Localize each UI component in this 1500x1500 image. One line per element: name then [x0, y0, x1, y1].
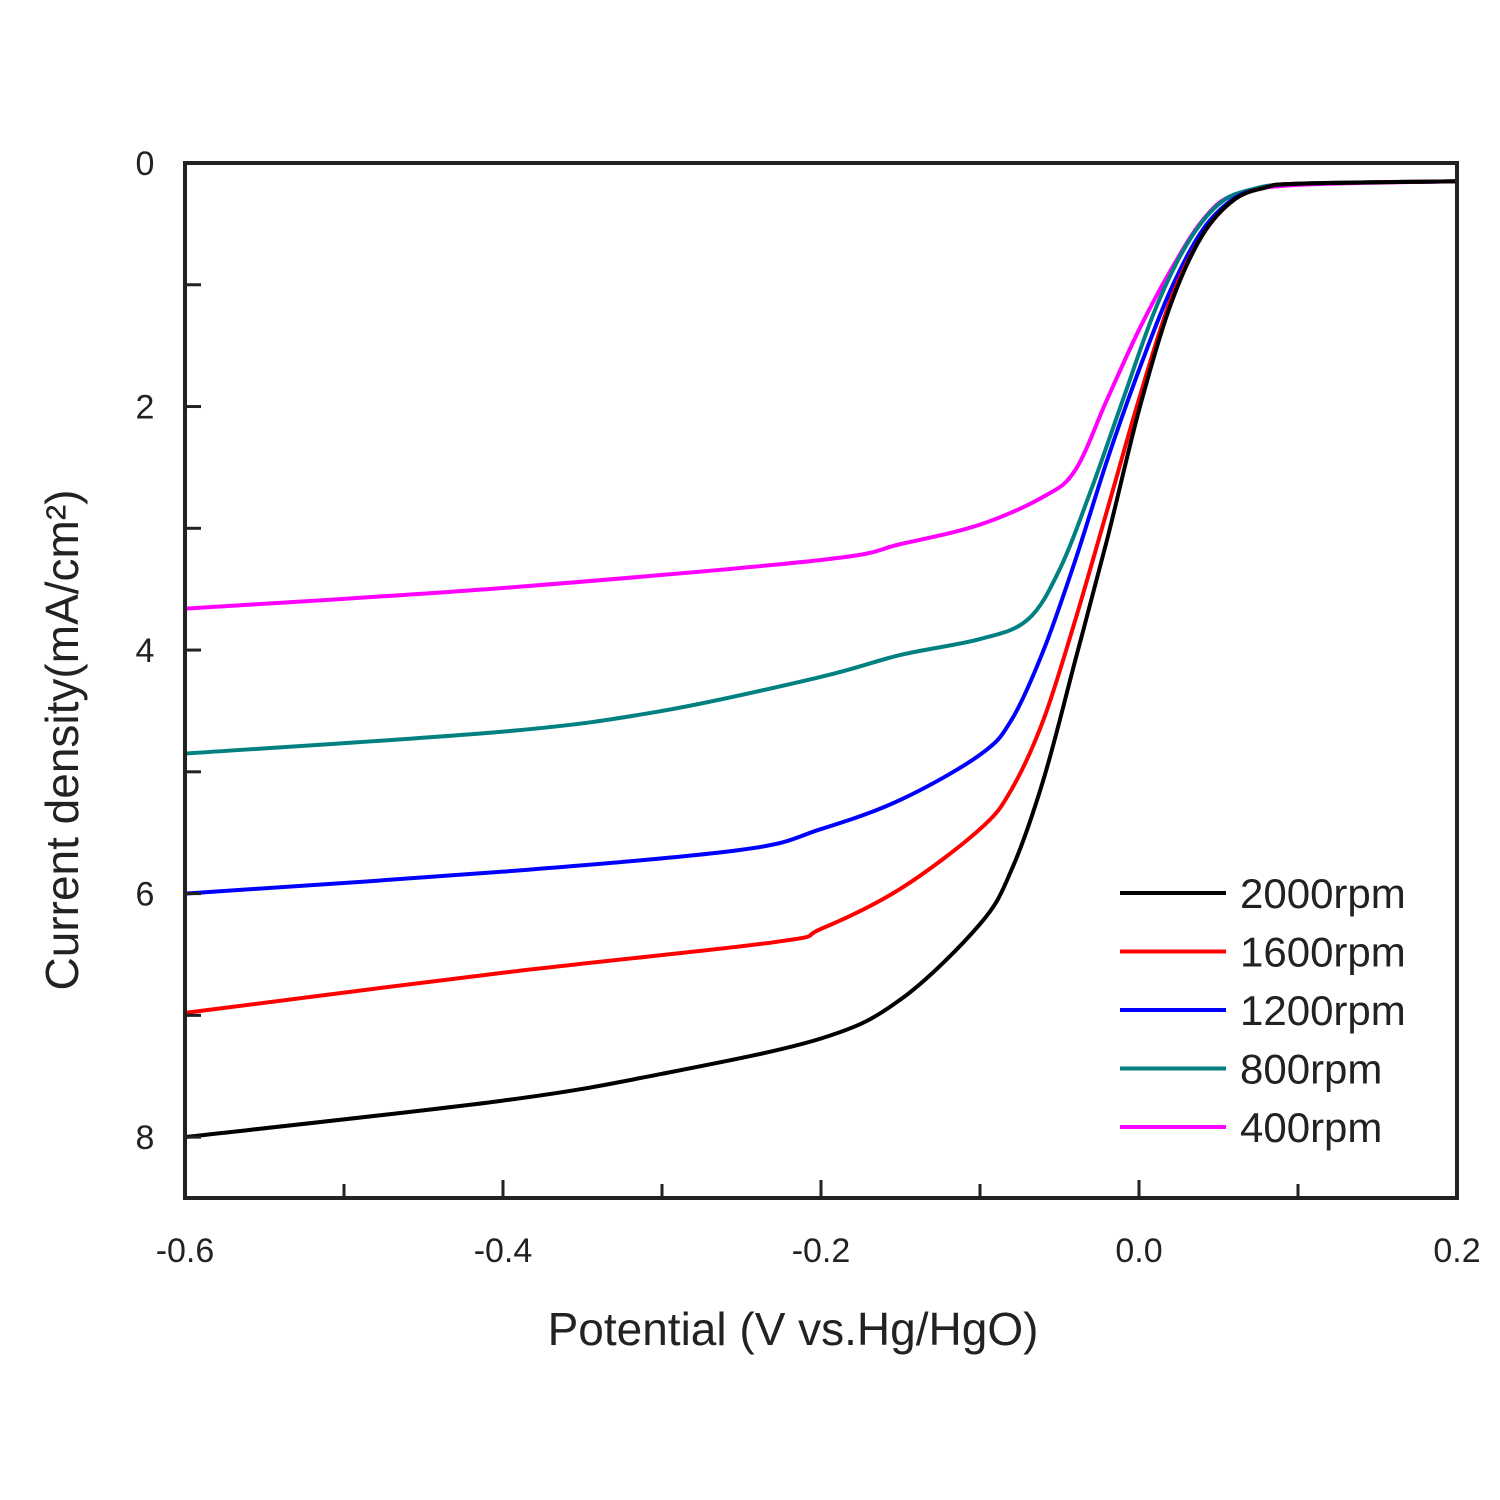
legend-item: 1200rpm	[1120, 987, 1406, 1034]
y-tick-label: 2	[136, 389, 155, 427]
y-tick-label: 4	[136, 632, 155, 670]
legend-item: 800rpm	[1120, 1046, 1382, 1093]
legend-item: 400rpm	[1120, 1104, 1382, 1151]
curves	[184, 179, 1458, 1140]
y-tick-label: 8	[136, 1119, 155, 1157]
plot-frame	[183, 161, 1459, 1200]
legend-label: 400rpm	[1240, 1104, 1382, 1151]
legend-label: 1600rpm	[1240, 929, 1406, 976]
y-axis-label: Current density(mA/cm²)	[36, 490, 88, 991]
legend-label: 800rpm	[1240, 1046, 1382, 1093]
y-tick-label: 0	[136, 145, 155, 183]
y-tick-label: 6	[136, 876, 155, 914]
legend-item: 1600rpm	[1120, 929, 1406, 976]
axis-ticks	[183, 161, 1459, 1198]
x-tick-label: -0.2	[792, 1232, 851, 1270]
x-tick-labels: -0.6 -0.4 -0.2 0.0 0.2	[156, 1232, 1481, 1270]
series-line-400rpm	[184, 179, 1458, 611]
x-tick-label: -0.6	[156, 1232, 215, 1270]
legend-label: 1200rpm	[1240, 987, 1406, 1034]
y-tick-labels: 0 2 4 6 8	[136, 145, 155, 1157]
series-line-800rpm	[184, 179, 1458, 756]
series-line-2000rpm	[184, 179, 1458, 1140]
legend: 2000rpm 1600rpm 1200rpm 800rpm 400rpm	[1120, 870, 1406, 1151]
x-tick-label: 0.2	[1433, 1232, 1480, 1270]
x-axis-label: Potential (V vs.Hg/HgO)	[548, 1303, 1039, 1355]
legend-item: 2000rpm	[1120, 870, 1406, 917]
x-tick-label: -0.4	[474, 1232, 533, 1270]
legend-label: 2000rpm	[1240, 870, 1406, 917]
x-tick-label: 0.0	[1115, 1232, 1162, 1270]
series-line-1200rpm	[184, 179, 1458, 896]
